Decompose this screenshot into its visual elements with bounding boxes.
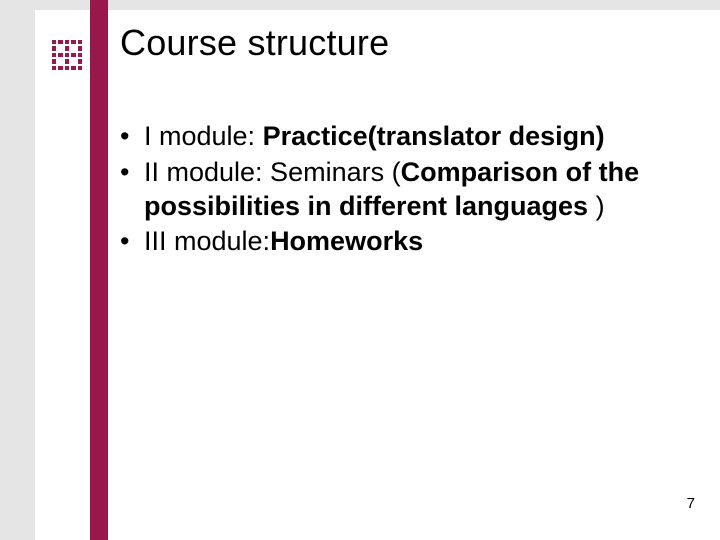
left-gray-panel <box>0 0 35 540</box>
logo-cell <box>58 59 62 63</box>
logo-cell <box>78 40 82 44</box>
logo-cell <box>58 53 62 57</box>
bullet-list: I module: Practice(translator design) II… <box>120 120 645 259</box>
logo-cell <box>65 66 69 70</box>
bullet-suffix: ) <box>596 191 605 221</box>
logo-cell <box>78 66 82 70</box>
bullet-prefix: I module: <box>144 121 263 151</box>
bullet-bold: Homeworks <box>270 226 423 256</box>
logo-cell <box>78 53 82 57</box>
slide: Course structure I module: Practice(tran… <box>0 0 720 540</box>
bullet-bold: Practice(translator design) <box>263 121 605 151</box>
logo-cell <box>65 53 69 57</box>
list-item: I module: Practice(translator design) <box>120 120 645 154</box>
logo-cell <box>71 66 75 70</box>
logo-cell <box>78 59 82 63</box>
bullet-prefix: III module: <box>144 226 270 256</box>
logo-cell <box>65 59 69 63</box>
logo-cell <box>71 40 75 44</box>
logo-grid <box>52 40 82 70</box>
slide-body: I module: Practice(translator design) II… <box>120 120 645 261</box>
logo-cell <box>58 46 62 50</box>
logo-cell <box>58 40 62 44</box>
page-number: 7 <box>687 495 695 512</box>
list-item: II module: Seminars (Comparison of the p… <box>120 156 645 224</box>
logo-cell <box>52 59 56 63</box>
logo-cell <box>52 66 56 70</box>
bullet-prefix: II module: Seminars ( <box>144 157 401 187</box>
logo-cell <box>71 46 75 50</box>
logo-cell <box>71 59 75 63</box>
vertical-accent-bar <box>90 0 108 540</box>
logo-cell <box>71 53 75 57</box>
slide-title: Course structure <box>120 22 389 64</box>
top-gray-bar <box>0 0 720 10</box>
logo-cell <box>52 40 56 44</box>
logo-cell <box>78 46 82 50</box>
logo-cell <box>65 40 69 44</box>
list-item: III module:Homeworks <box>120 225 645 259</box>
logo-cell <box>52 53 56 57</box>
logo-cell <box>65 46 69 50</box>
logo-cell <box>58 66 62 70</box>
logo-cell <box>52 46 56 50</box>
